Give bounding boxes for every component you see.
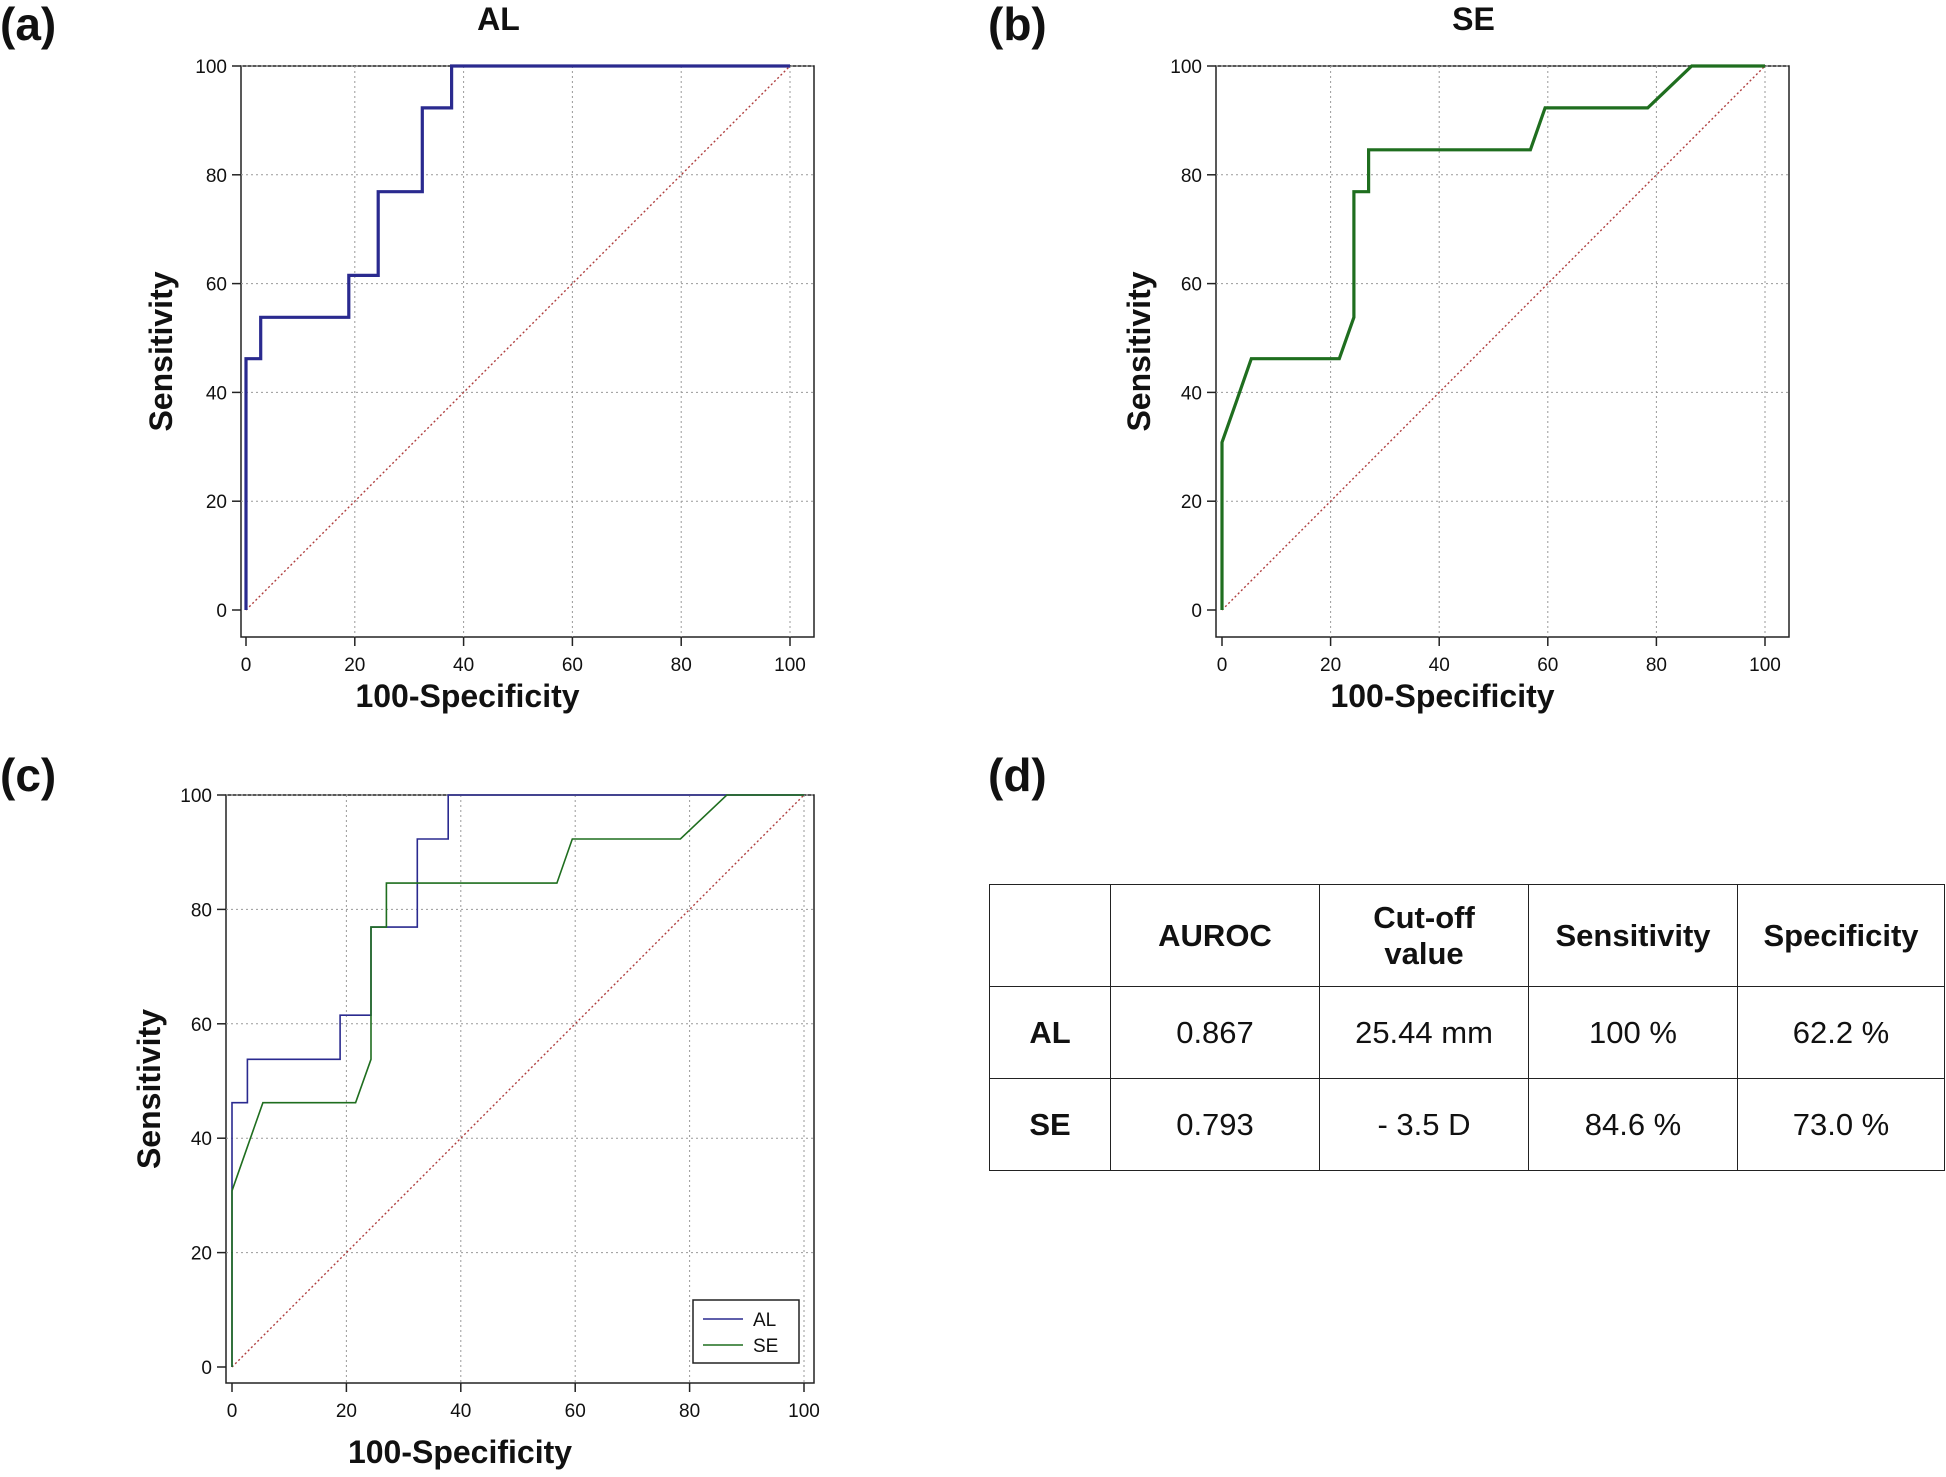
table-cell: 25.44 mm <box>1319 986 1529 1079</box>
table-row: SE 0.793 - 3.5 D 84.6 % 73.0 % <box>989 1078 1945 1171</box>
roc-chart-se: 0 20 40 60 80 100 0 20 40 60 80 100 SE 100-Specificit… <box>1121 1 1790 714</box>
y-tick-label: 20 <box>206 492 227 513</box>
roc-curve-al <box>244 64 790 610</box>
table-cell: 100 % <box>1528 986 1738 1079</box>
legend-label-se: SE <box>753 1336 778 1357</box>
roc-chart-combined: 0 20 40 60 80 100 0 20 40 60 80 100 100-Specificity S… <box>131 786 820 1470</box>
table-row-header: AL <box>989 986 1111 1079</box>
table-cell: 84.6 % <box>1528 1078 1738 1171</box>
legend-label-al: AL <box>753 1310 776 1331</box>
table-header-cell <box>989 884 1111 987</box>
x-tick-label: 40 <box>450 1401 471 1422</box>
panel-label-b: (b) <box>988 0 1047 50</box>
y-tick-label: 80 <box>206 166 227 187</box>
cutoff-header-line1: Cut-off <box>1373 899 1475 935</box>
y-axis-label: Sensitivity <box>131 1009 167 1169</box>
y-tick-label: 0 <box>201 1358 212 1379</box>
table-header-cell: Sensitivity <box>1528 884 1738 987</box>
table-header-cell: AUROC <box>1110 884 1320 987</box>
x-tick-label: 40 <box>453 655 474 676</box>
y-tick-label: 60 <box>206 275 227 296</box>
table-row: AL 0.867 25.44 mm 100 % 62.2 % <box>989 986 1945 1079</box>
x-tick-label: 60 <box>565 1401 586 1422</box>
x-tick-label: 80 <box>679 1401 700 1422</box>
y-tick-label: 100 <box>195 57 227 78</box>
reference-diagonal-line <box>245 65 791 611</box>
table-header-row: AUROC Cut-off value Sensitivity Specific… <box>989 884 1945 987</box>
x-tick-label: 20 <box>336 1401 357 1422</box>
chart-title: AL <box>477 1 520 37</box>
table-header-cell: Specificity <box>1737 884 1945 987</box>
y-axis-label: Sensitivity <box>143 271 179 431</box>
plot-frame <box>240 65 815 638</box>
panel-label-a: (a) <box>0 0 56 50</box>
y-tick-label: 40 <box>191 1129 212 1150</box>
y-tick-label: 80 <box>191 900 212 921</box>
x-axis-label: 100-Specificity <box>1330 678 1554 714</box>
x-tick-label: 60 <box>1537 655 1558 676</box>
reference-diagonal-line <box>231 794 805 1368</box>
legend-box <box>692 1299 800 1364</box>
x-tick-label: 60 <box>562 655 583 676</box>
x-tick-label: 80 <box>1646 655 1667 676</box>
roc-curve-se <box>231 794 804 1367</box>
x-tick-label: 0 <box>241 655 252 676</box>
x-tick-label: 100 <box>774 655 806 676</box>
y-axis-label: Sensitivity <box>1121 271 1157 431</box>
panel-label-c: (c) <box>0 749 56 801</box>
x-tick-label: 20 <box>344 655 365 676</box>
x-tick-label: 80 <box>671 655 692 676</box>
plot-frame <box>1215 65 1790 638</box>
roc-curve-se <box>1220 64 1765 610</box>
y-tick-label: 100 <box>1170 57 1202 78</box>
table-cell: - 3.5 D <box>1319 1078 1529 1171</box>
y-tick-label: 40 <box>206 383 227 404</box>
table-cell: 62.2 % <box>1737 986 1945 1079</box>
reference-diagonal-line <box>1221 65 1766 611</box>
table-header-cell: Cut-off value <box>1319 884 1529 987</box>
x-tick-label: 100 <box>1749 655 1781 676</box>
x-tick-label: 0 <box>227 1401 238 1422</box>
y-tick-label: 0 <box>216 601 227 622</box>
y-tick-label: 20 <box>191 1244 212 1265</box>
y-tick-label: 0 <box>1191 601 1202 622</box>
metrics-table: AUROC Cut-off value Sensitivity Specific… <box>989 884 1945 1171</box>
x-tick-label: 20 <box>1320 655 1341 676</box>
y-tick-label: 80 <box>1181 166 1202 187</box>
chart-title: SE <box>1452 1 1495 37</box>
x-axis-label: 100-Specificity <box>355 678 579 714</box>
table-cell: 0.867 <box>1110 986 1320 1079</box>
x-tick-label: 0 <box>1217 655 1228 676</box>
x-tick-label: 100 <box>788 1401 820 1422</box>
panel-label-d: (d) <box>988 749 1047 801</box>
y-tick-label: 20 <box>1181 492 1202 513</box>
y-tick-label: 40 <box>1181 383 1202 404</box>
y-tick-label: 60 <box>191 1015 212 1036</box>
metrics-table-panel: AUROC Cut-off value Sensitivity Specific… <box>989 884 1945 1171</box>
table-cell: 73.0 % <box>1737 1078 1945 1171</box>
x-axis-label: 100-Specificity <box>348 1434 572 1470</box>
y-tick-label: 100 <box>180 786 212 807</box>
roc-curve-al <box>231 794 804 1367</box>
cutoff-header-line2: value <box>1384 935 1464 971</box>
y-tick-label: 60 <box>1181 275 1202 296</box>
roc-chart-al: 0 20 40 60 80 100 0 20 40 60 80 100 AL 100-Specificit… <box>143 1 815 714</box>
x-tick-label: 40 <box>1429 655 1450 676</box>
table-cell: 0.793 <box>1110 1078 1320 1171</box>
table-row-header: SE <box>989 1078 1111 1171</box>
